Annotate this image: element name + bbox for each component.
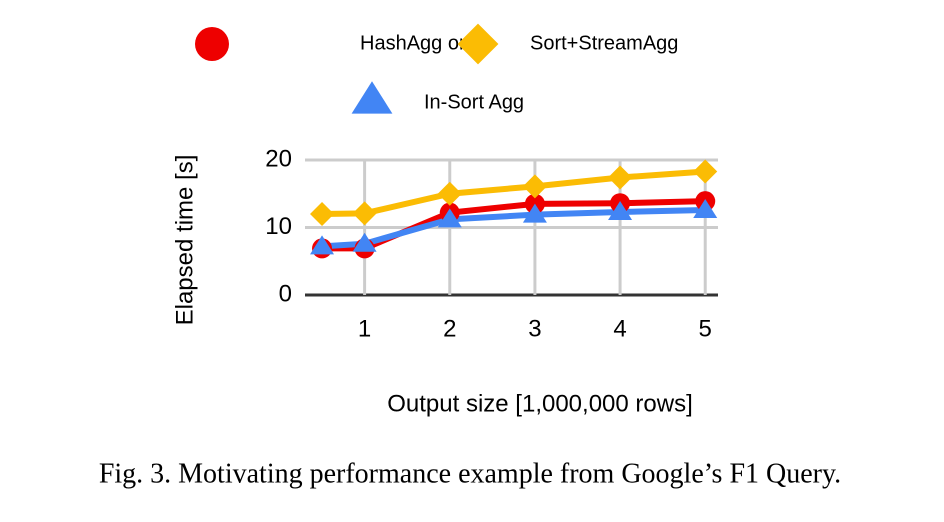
data-point — [693, 159, 718, 184]
x-axis-label: Output size [1,000,000 rows] — [387, 390, 693, 417]
data-point — [608, 165, 633, 190]
legend-marker — [351, 81, 393, 114]
x-tick-label: 5 — [699, 315, 712, 342]
data-point — [437, 181, 462, 206]
data-point — [522, 174, 547, 199]
data-point — [310, 202, 335, 226]
legend-label: Sort+StreamAgg — [530, 32, 678, 54]
x-tick-label: 4 — [613, 315, 626, 342]
legend-label: HashAgg only — [360, 32, 485, 54]
caption: Fig. 3. Motivating performance example f… — [99, 458, 841, 489]
data-point — [693, 198, 718, 218]
data-point — [352, 201, 377, 226]
y-tick-label: 0 — [279, 280, 292, 307]
data-point — [522, 203, 547, 223]
x-tick-label: 1 — [358, 315, 371, 342]
data-point — [437, 208, 462, 228]
data-point — [608, 200, 633, 220]
legend-marker — [457, 23, 499, 65]
data-point — [352, 232, 377, 252]
x-tick-label: 2 — [443, 315, 456, 342]
legend-label: In-Sort Agg — [424, 91, 524, 113]
y-tick-label: 20 — [265, 145, 292, 172]
data-point — [310, 235, 335, 255]
x-tick-label: 3 — [528, 315, 541, 342]
y-tick-label: 10 — [265, 213, 292, 240]
y-axis-label: Elapsed time [s] — [171, 155, 198, 326]
legend-marker — [195, 27, 229, 61]
